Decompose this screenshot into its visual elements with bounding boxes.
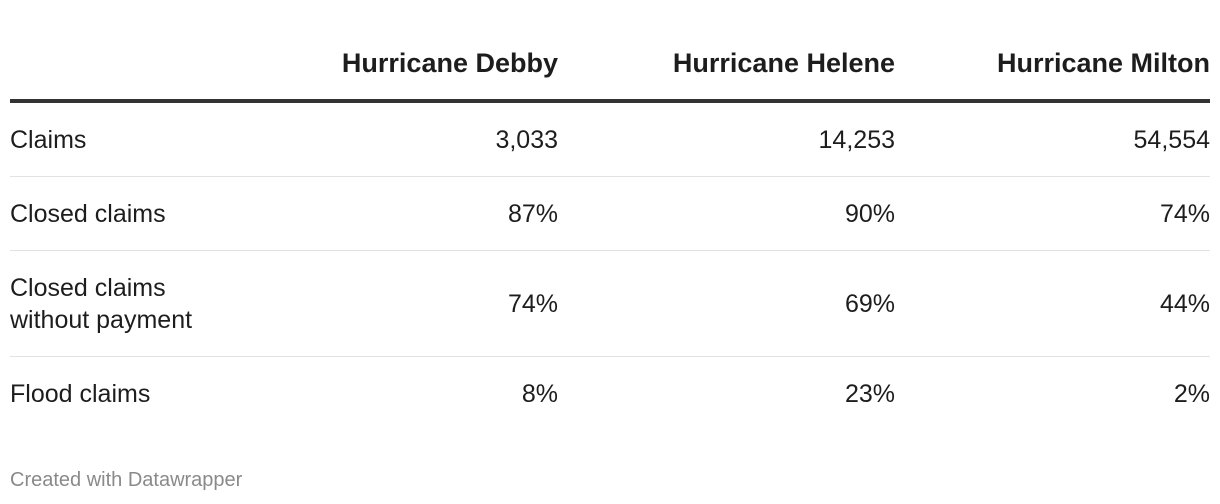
table-row: Closed claims 87% 90% 74% [10,176,1210,251]
value-cell: 23% [844,379,895,408]
table-row: Flood claims 8% 23% 2% [10,357,1210,431]
datawrapper-credit: Created with Datawrapper [10,469,243,491]
value-cell: 74% [895,176,1210,251]
header-cell-milton: Hurricane Milton [895,0,1210,103]
header-text: Hurricane Milton [996,48,1210,78]
value-cell: 54,554 [895,101,1210,177]
table-row: Closed claims without payment 74% 69% 44… [10,250,1210,357]
header-cell-helene: Hurricane Helene [558,0,895,103]
row-label: Closed claims without payment [10,273,193,334]
row-label-cell: Claims [10,101,310,177]
value-cell: 2% [1173,379,1210,408]
value-cell: 8% [521,379,558,408]
value-cell: 74% [310,250,558,357]
row-label: Flood claims [10,379,151,408]
value-cell: 44% [895,250,1210,357]
row-label-cell: Flood claims [10,357,310,431]
header-text: Hurricane Debby [341,48,558,78]
value-cell: 3,033 [310,101,558,177]
header-cell-row-labels [10,0,310,103]
value-cell: 69% [558,250,895,357]
data-table-container: Hurricane Debby Hurricane Helene Hurrica… [10,0,1210,430]
table-header: Hurricane Debby Hurricane Helene Hurrica… [10,0,1210,103]
row-label: Closed claims [10,199,166,228]
header-cell-debby: Hurricane Debby [310,0,558,103]
table-body: Claims 3,033 14,253 54,554 Closed claims… [10,101,1210,430]
value-cell: 14,253 [558,101,895,177]
row-label: Claims [10,125,87,154]
header-text: Hurricane Helene [672,48,895,78]
row-label-cell: Closed claims without payment [10,250,310,357]
hurricane-claims-table: Hurricane Debby Hurricane Helene Hurrica… [10,0,1210,430]
value-cell: 87% [310,176,558,251]
value-cell: 90% [558,176,895,251]
row-label-cell: Closed claims [10,176,310,251]
header-row: Hurricane Debby Hurricane Helene Hurrica… [10,0,1210,103]
table-row: Claims 3,033 14,253 54,554 [10,101,1210,177]
